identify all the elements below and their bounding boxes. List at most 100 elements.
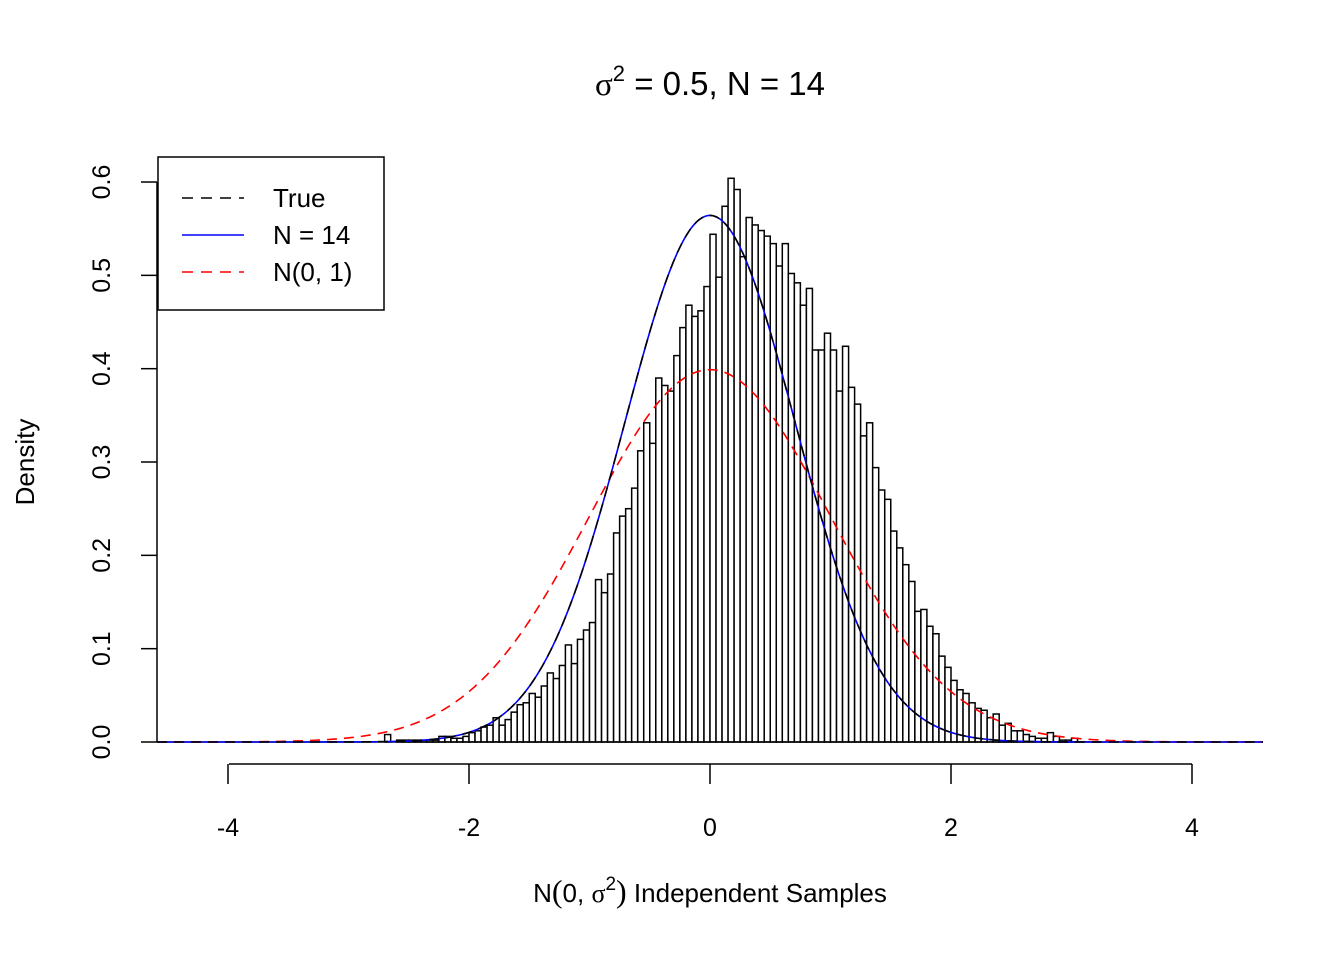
true-density-curve bbox=[157, 214, 1263, 743]
x-tick-label: -4 bbox=[217, 814, 239, 842]
histogram-bar bbox=[649, 442, 657, 743]
histogram-bar bbox=[727, 177, 735, 743]
histogram-bar bbox=[498, 724, 506, 743]
histogram-bar bbox=[829, 349, 838, 743]
histogram-bar bbox=[799, 304, 808, 743]
xlabel-n: N bbox=[533, 878, 552, 908]
histogram-bar bbox=[896, 547, 904, 743]
standard-normal-curve bbox=[157, 368, 1263, 743]
histogram-bar bbox=[630, 487, 639, 743]
histogram-bar bbox=[558, 664, 567, 743]
histogram-bar bbox=[877, 489, 886, 743]
density-curves bbox=[157, 214, 1263, 743]
histogram-bar bbox=[510, 711, 518, 743]
xlabel-superscript: 2 bbox=[605, 874, 616, 895]
histogram-bar bbox=[775, 265, 784, 743]
histogram-bar bbox=[787, 272, 796, 743]
xlabel-sigma: σ bbox=[591, 879, 605, 908]
chart-title: σ2 = 0.5, N = 14 bbox=[595, 61, 825, 103]
histogram-bar bbox=[811, 349, 820, 743]
histogram-bar bbox=[890, 530, 898, 743]
histogram-bar bbox=[1016, 730, 1025, 743]
histogram-bar bbox=[817, 349, 826, 743]
legend: True N = 14 N(0, 1) bbox=[157, 156, 385, 311]
histogram-bar bbox=[908, 580, 916, 743]
histogram-bar bbox=[805, 287, 814, 743]
y-tick-label: 0.1 bbox=[88, 631, 116, 666]
y-tick-label: 0.3 bbox=[88, 445, 116, 480]
xlabel-inner: 0, bbox=[563, 878, 592, 908]
histogram-bar bbox=[1046, 731, 1055, 743]
histogram-bar bbox=[570, 662, 579, 743]
histogram-bar bbox=[781, 242, 790, 743]
legend-normal-label: N(0, 1) bbox=[273, 257, 352, 287]
histogram-bar bbox=[835, 390, 844, 743]
histogram-bar bbox=[998, 724, 1006, 743]
x-tick-label: 2 bbox=[944, 814, 958, 842]
y-ticks: 0.0 0.1 0.2 0.3 0.4 0.5 0.6 bbox=[88, 165, 157, 760]
x-ticks: -4 -2 0 2 4 bbox=[217, 764, 1199, 842]
histogram-bar bbox=[968, 702, 976, 743]
x-tick-label: 0 bbox=[703, 814, 717, 842]
histogram-bar bbox=[588, 621, 597, 743]
y-tick-label: 0.4 bbox=[88, 351, 116, 386]
xlabel-paren-open: ( bbox=[552, 873, 563, 909]
histogram-bar bbox=[697, 310, 705, 743]
histogram-bar bbox=[582, 629, 591, 743]
histogram-bar bbox=[534, 696, 543, 743]
y-tick-label: 0.2 bbox=[88, 538, 116, 573]
histogram-bar bbox=[974, 707, 982, 743]
histogram-bar bbox=[679, 326, 687, 743]
histogram-bar bbox=[594, 578, 603, 743]
histogram-bar bbox=[883, 498, 892, 743]
histogram-bar bbox=[847, 386, 856, 743]
legend-true-label: True bbox=[273, 183, 326, 213]
histogram-bar bbox=[751, 224, 759, 743]
x-tick-label: -2 bbox=[458, 814, 480, 842]
legend-n14-label: N = 14 bbox=[273, 220, 350, 250]
title-superscript: 2 bbox=[613, 61, 625, 86]
histogram-bar bbox=[914, 610, 922, 743]
histogram-bar bbox=[902, 563, 910, 743]
histogram-bar bbox=[624, 507, 633, 743]
histogram-bar bbox=[733, 188, 741, 743]
histogram-bar bbox=[552, 677, 561, 743]
histogram-bar bbox=[546, 672, 555, 743]
histogram-bar bbox=[612, 532, 621, 743]
histogram-bar bbox=[462, 735, 470, 743]
histogram-bar bbox=[685, 304, 693, 743]
histogram-bar bbox=[667, 390, 675, 743]
y-tick-label: 0.0 bbox=[88, 725, 116, 760]
histogram-bar bbox=[721, 205, 729, 743]
histogram-bar bbox=[576, 638, 585, 743]
y-axis-title: Density bbox=[10, 419, 40, 506]
histogram-bar bbox=[709, 233, 717, 743]
histogram-bar bbox=[661, 384, 669, 743]
x-axis-title: N(0, σ2) Independent Samples bbox=[533, 873, 887, 909]
histogram-bar bbox=[474, 730, 482, 743]
histogram-bar bbox=[636, 450, 645, 743]
histogram-bar bbox=[618, 515, 627, 743]
histogram-bar bbox=[769, 242, 778, 743]
histogram-bar bbox=[486, 724, 494, 743]
histogram-bar bbox=[600, 591, 609, 743]
histogram-bar bbox=[871, 466, 880, 743]
histogram-bar bbox=[642, 422, 651, 743]
xlabel-paren-close: ) bbox=[616, 873, 627, 909]
y-tick-label: 0.5 bbox=[88, 258, 116, 293]
histogram-bar bbox=[745, 216, 753, 743]
histogram-bar bbox=[715, 276, 723, 743]
xlabel-post: Independent Samples bbox=[627, 878, 887, 908]
histogram-bar bbox=[859, 435, 868, 743]
histogram-bar bbox=[540, 685, 549, 743]
histogram-bar bbox=[468, 731, 476, 743]
histogram-bar bbox=[673, 354, 681, 743]
histogram-bar bbox=[522, 702, 530, 743]
histogram-bars bbox=[157, 177, 1263, 743]
histogram-bar bbox=[920, 608, 928, 743]
legend-box bbox=[157, 156, 385, 311]
histogram-bar bbox=[480, 726, 488, 743]
x-tick-label: 4 bbox=[1185, 814, 1199, 842]
histogram-bar bbox=[793, 282, 802, 743]
